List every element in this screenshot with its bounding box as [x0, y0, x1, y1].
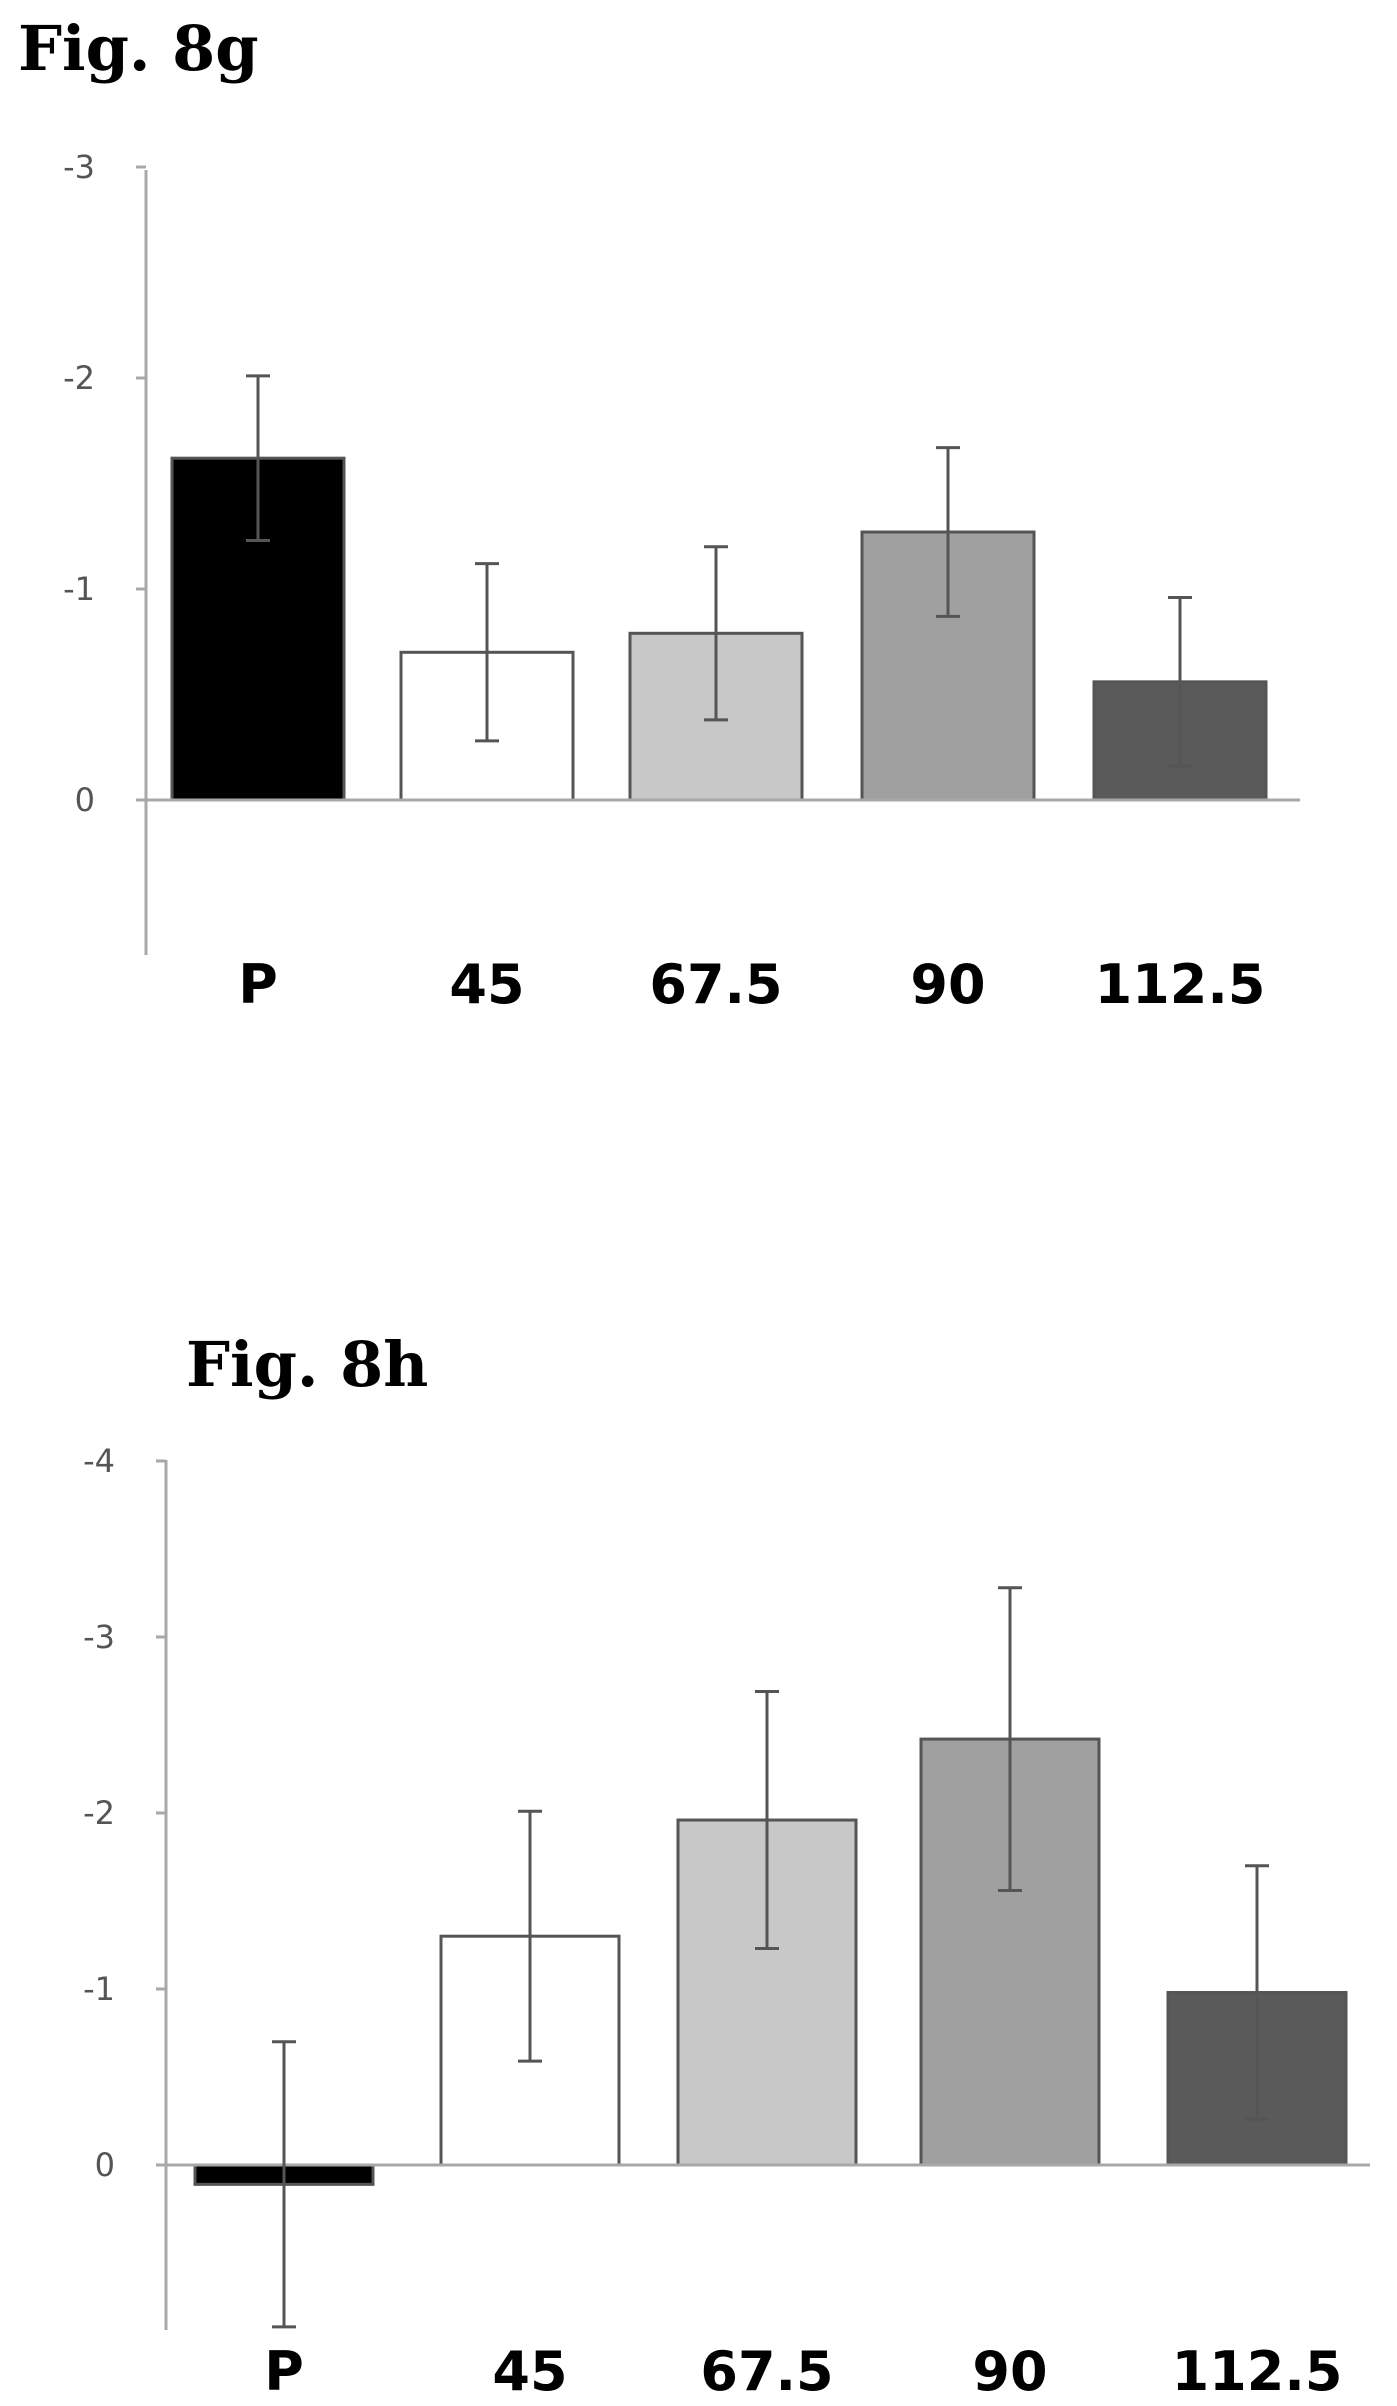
x-category-label: 67.5 — [649, 953, 782, 1016]
error-bar — [246, 374, 270, 542]
y-tick-label: -1 — [63, 570, 95, 608]
x-category-label: 45 — [492, 2340, 567, 2403]
x-category-label: 90 — [910, 953, 985, 1016]
x-category-label: 112.5 — [1095, 953, 1266, 1016]
x-category-label: 90 — [972, 2340, 1047, 2403]
error-bar — [936, 446, 960, 618]
error-bar — [272, 2040, 296, 2329]
bar-chart-8g: -3 -2 -1 0 P 45 67.5 90 112.5 — [63, 148, 1300, 1016]
error-bar — [475, 562, 499, 743]
error-bar — [704, 545, 728, 722]
x-category-label: P — [238, 953, 278, 1016]
y-tick-label: -3 — [63, 148, 95, 186]
figure-title-8g: Fig. 8g — [18, 12, 259, 85]
y-tick-label: -2 — [63, 359, 95, 397]
x-category-label: 112.5 — [1172, 2340, 1343, 2403]
error-bar — [998, 1586, 1022, 1892]
error-bar — [1245, 1864, 1269, 2121]
y-tick-label: 0 — [75, 781, 95, 819]
error-bar — [518, 1809, 542, 2063]
x-category-label: 67.5 — [700, 2340, 833, 2403]
y-tick-label: -3 — [83, 1618, 115, 1656]
x-category-label: 45 — [449, 953, 524, 1016]
error-bar — [1168, 595, 1192, 768]
y-tick-label: -1 — [83, 1970, 115, 2008]
error-bar — [755, 1690, 779, 1951]
y-tick-label: -4 — [83, 1442, 115, 1480]
x-category-label: P — [264, 2340, 304, 2403]
figure-title-8h: Fig. 8h — [186, 1328, 429, 1401]
y-tick-label: -2 — [83, 1794, 115, 1832]
y-tick-label: 0 — [95, 2146, 115, 2184]
